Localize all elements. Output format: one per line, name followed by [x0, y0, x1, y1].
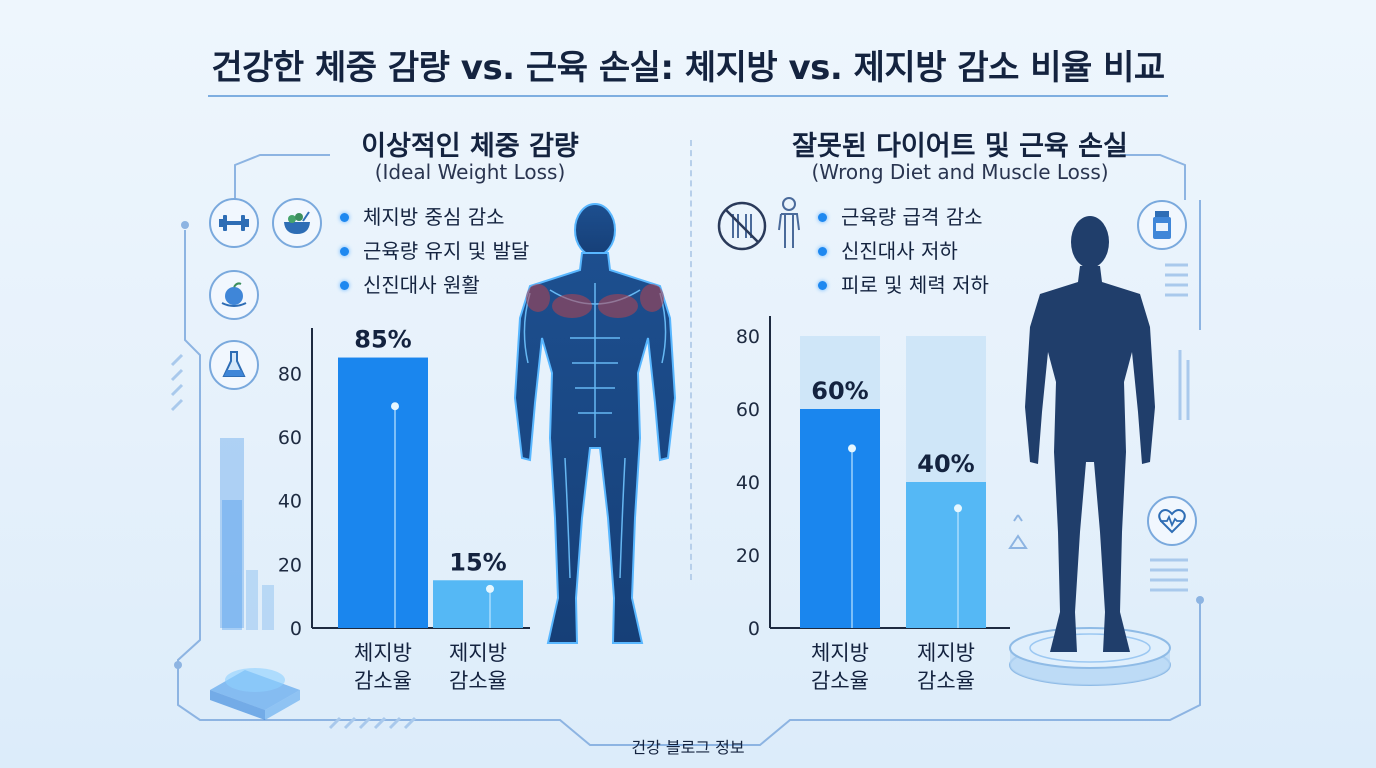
list-item-label: 체지방 중심 감소: [363, 205, 505, 229]
left-panel-subtitle: (Ideal Weight Loss): [374, 160, 566, 184]
bar-glow-dot: [391, 402, 399, 411]
bullet-dot: [340, 280, 349, 290]
x-category-label: 제지방: [449, 641, 507, 665]
panel-divider: [690, 140, 692, 580]
list-item-label: 신진대사 원활: [363, 273, 480, 297]
bar: [433, 580, 523, 628]
apple-icon: [209, 270, 259, 320]
x-category-label: 감소율: [811, 669, 869, 693]
x-category-label: 감소율: [449, 669, 507, 693]
x-category-label: 체지방: [354, 641, 412, 665]
bar-value-label: 40%: [917, 450, 974, 478]
list-item-label: 피로 및 체력 저하: [841, 273, 989, 297]
left-bullet-list: 체지방 중심 감소 근육량 유지 및 발달 신진대사 원활: [340, 200, 529, 302]
list-item-label: 신진대사 저하: [841, 239, 958, 263]
y-tick-label: 40: [736, 472, 760, 494]
y-tick-label: 80: [736, 326, 760, 348]
bar: [800, 409, 880, 628]
list-item: 근육량 유지 및 발달: [340, 234, 529, 268]
y-tick-label: 0: [748, 618, 760, 640]
y-tick-label: 20: [278, 554, 302, 576]
bar-glow-dot: [848, 444, 856, 453]
list-item: 근육량 급격 감소: [818, 200, 989, 234]
y-tick-label: 40: [278, 491, 302, 513]
bullet-dot: [818, 280, 827, 290]
slim-body-figure: [1025, 216, 1155, 652]
bar-glow-dot: [954, 504, 962, 513]
pill-bottle-icon: [1137, 200, 1187, 250]
bar: [338, 357, 428, 628]
page-title: 건강한 체중 감량 vs. 근육 손실: 체지방 vs. 제지방 감소 비율 비…: [211, 48, 1165, 88]
list-item-label: 근육량 유지 및 발달: [363, 239, 530, 263]
bar-glow-dot: [486, 584, 494, 593]
y-tick-label: 80: [278, 363, 302, 385]
bar: [906, 482, 986, 628]
heart-pulse-icon: [1147, 496, 1197, 546]
y-tick-label: 20: [736, 545, 760, 567]
list-item: 피로 및 체력 저하: [818, 268, 989, 302]
muscular-body-figure: [513, 203, 677, 644]
bar-value-label: 85%: [354, 326, 411, 354]
x-category-label: 체지방: [811, 641, 869, 665]
right-bullet-list: 근육량 급격 감소 신진대사 저하 피로 및 체력 저하: [818, 200, 989, 302]
salad-bowl-icon: [272, 198, 322, 248]
left-panel-title: 이상적인 체중 감량: [361, 131, 579, 162]
bullet-dot: [818, 246, 827, 256]
y-tick-label: 60: [278, 427, 302, 449]
list-item: 신진대사 저하: [818, 234, 989, 268]
footer-text: 건강 블로그 정보: [631, 738, 745, 757]
dumbbell-icon: [209, 198, 259, 248]
bullet-dot: [818, 212, 827, 222]
no-food-icon: [716, 200, 768, 252]
weak-person-icon: [774, 196, 804, 252]
bar-value-label: 60%: [811, 377, 868, 405]
bullet-dot: [340, 246, 349, 256]
bar-value-label: 15%: [449, 548, 506, 576]
x-category-label: 감소율: [917, 669, 975, 693]
x-category-label: 감소율: [354, 669, 412, 693]
y-tick-label: 0: [290, 618, 302, 640]
title-divider: [208, 95, 1168, 97]
list-item-label: 근육량 급격 감소: [841, 205, 983, 229]
x-category-label: 제지방: [917, 641, 975, 665]
list-item: 신진대사 원활: [340, 268, 529, 302]
right-panel-subtitle: (Wrong Diet and Muscle Loss): [811, 160, 1109, 184]
y-tick-label: 60: [736, 399, 760, 421]
right-panel-title: 잘못된 다이어트 및 근육 손실: [792, 131, 1128, 162]
list-item: 체지방 중심 감소: [340, 200, 529, 234]
bullet-dot: [340, 212, 349, 222]
flask-icon: [209, 340, 259, 390]
